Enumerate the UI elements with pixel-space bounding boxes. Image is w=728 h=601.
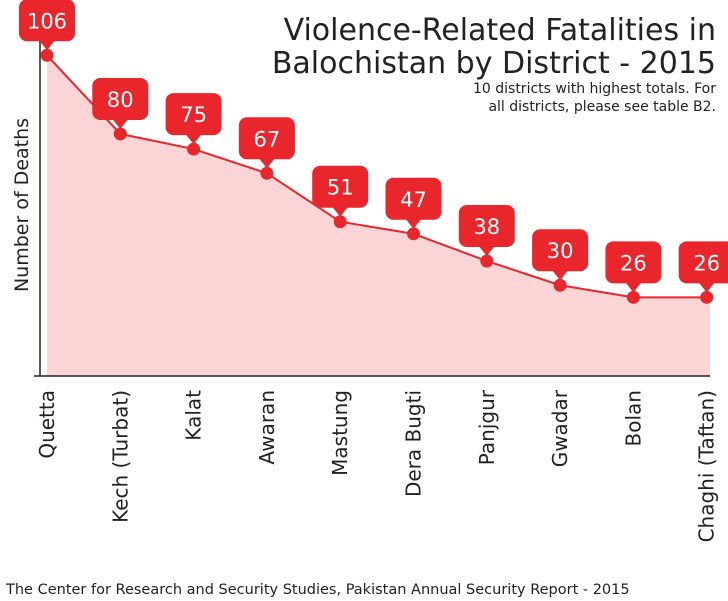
x-tick-label: Gwadar bbox=[548, 389, 572, 467]
x-tick-label: Chaghi (Taftan) bbox=[695, 390, 719, 542]
data-point bbox=[113, 127, 127, 141]
data-badge: 38 bbox=[458, 205, 515, 257]
data-point bbox=[333, 215, 347, 229]
data-label: 80 bbox=[107, 88, 134, 112]
data-badge-pointer bbox=[478, 246, 495, 257]
data-label: 26 bbox=[620, 251, 647, 275]
chart-subtitle-line-1: 10 districts with highest totals. For bbox=[473, 81, 716, 97]
data-label: 67 bbox=[254, 127, 281, 151]
source-note: The Center for Research and Security Stu… bbox=[5, 582, 630, 598]
chart-subtitle-line-2: all districts, please see table B2. bbox=[488, 99, 716, 115]
x-tick-label: Dera Bugti bbox=[402, 390, 426, 497]
data-badge: 51 bbox=[312, 165, 369, 217]
data-badge: 75 bbox=[165, 93, 222, 145]
data-label: 26 bbox=[693, 251, 720, 275]
data-badge-bubble bbox=[165, 93, 222, 136]
data-badge-pointer bbox=[185, 134, 202, 145]
data-badge-bubble bbox=[19, 0, 75, 42]
data-point bbox=[480, 254, 494, 268]
data-label: 51 bbox=[327, 176, 354, 200]
data-badge: 26 bbox=[605, 241, 662, 293]
data-point bbox=[187, 142, 201, 156]
data-badge-bubble bbox=[605, 241, 662, 284]
x-tick-label: Quetta bbox=[35, 390, 59, 459]
data-point bbox=[700, 290, 714, 304]
data-point bbox=[553, 278, 567, 292]
x-tick-label: Mastung bbox=[328, 390, 352, 476]
x-tick-label: Panjgur bbox=[475, 389, 499, 465]
data-label: 30 bbox=[547, 239, 574, 263]
chart-title-line-1: Violence-Related Fatalities in bbox=[284, 13, 716, 48]
data-label: 38 bbox=[473, 215, 500, 239]
data-badge-pointer bbox=[258, 158, 275, 169]
data-badge-pointer bbox=[698, 282, 715, 293]
data-badge-bubble bbox=[678, 241, 728, 284]
x-tick-label: Bolan bbox=[621, 390, 645, 446]
data-badge-bubble bbox=[312, 165, 369, 208]
data-label: 75 bbox=[180, 103, 207, 127]
data-badge-bubble bbox=[92, 77, 149, 120]
x-tick-label: Kech (Turbat) bbox=[108, 390, 132, 523]
chart-title-line-2: Balochistan by District - 2015 bbox=[272, 46, 716, 81]
data-badge: 106 bbox=[19, 0, 75, 51]
data-badge: 80 bbox=[92, 77, 149, 129]
data-point bbox=[260, 166, 274, 180]
data-badge-bubble bbox=[458, 205, 515, 248]
data-point bbox=[626, 290, 640, 304]
data-badge-bubble bbox=[532, 229, 589, 272]
data-point bbox=[407, 227, 420, 241]
data-badge-pointer bbox=[112, 118, 129, 129]
plot-area: 106 Quetta 80 Kech (Turbat) 75 Kalat 67 Awaran 5… bbox=[19, 0, 728, 542]
data-badge-pointer bbox=[332, 206, 349, 217]
area-fill bbox=[47, 55, 710, 377]
x-tick-label: Kalat bbox=[182, 390, 206, 441]
data-badge: 47 bbox=[385, 177, 442, 229]
y-axis-label: Number of Deaths bbox=[11, 118, 33, 292]
data-badge: 30 bbox=[532, 229, 589, 281]
chart-title: Violence-Related Fatalities in Balochist… bbox=[272, 13, 716, 81]
data-label: 47 bbox=[400, 188, 427, 212]
data-point bbox=[40, 48, 54, 62]
data-badge: 26 bbox=[678, 241, 728, 293]
data-badge-pointer bbox=[39, 40, 55, 51]
data-badge-bubble bbox=[238, 117, 295, 160]
data-badge: 67 bbox=[238, 117, 295, 169]
data-label: 106 bbox=[27, 9, 67, 33]
x-tick-label: Awaran bbox=[255, 390, 279, 465]
data-badge-bubble bbox=[385, 177, 442, 220]
data-badge-pointer bbox=[405, 218, 422, 229]
data-badge-pointer bbox=[552, 270, 569, 281]
chart-subtitle: 10 districts with highest totals. For al… bbox=[473, 81, 716, 115]
data-badge-pointer bbox=[625, 282, 642, 293]
